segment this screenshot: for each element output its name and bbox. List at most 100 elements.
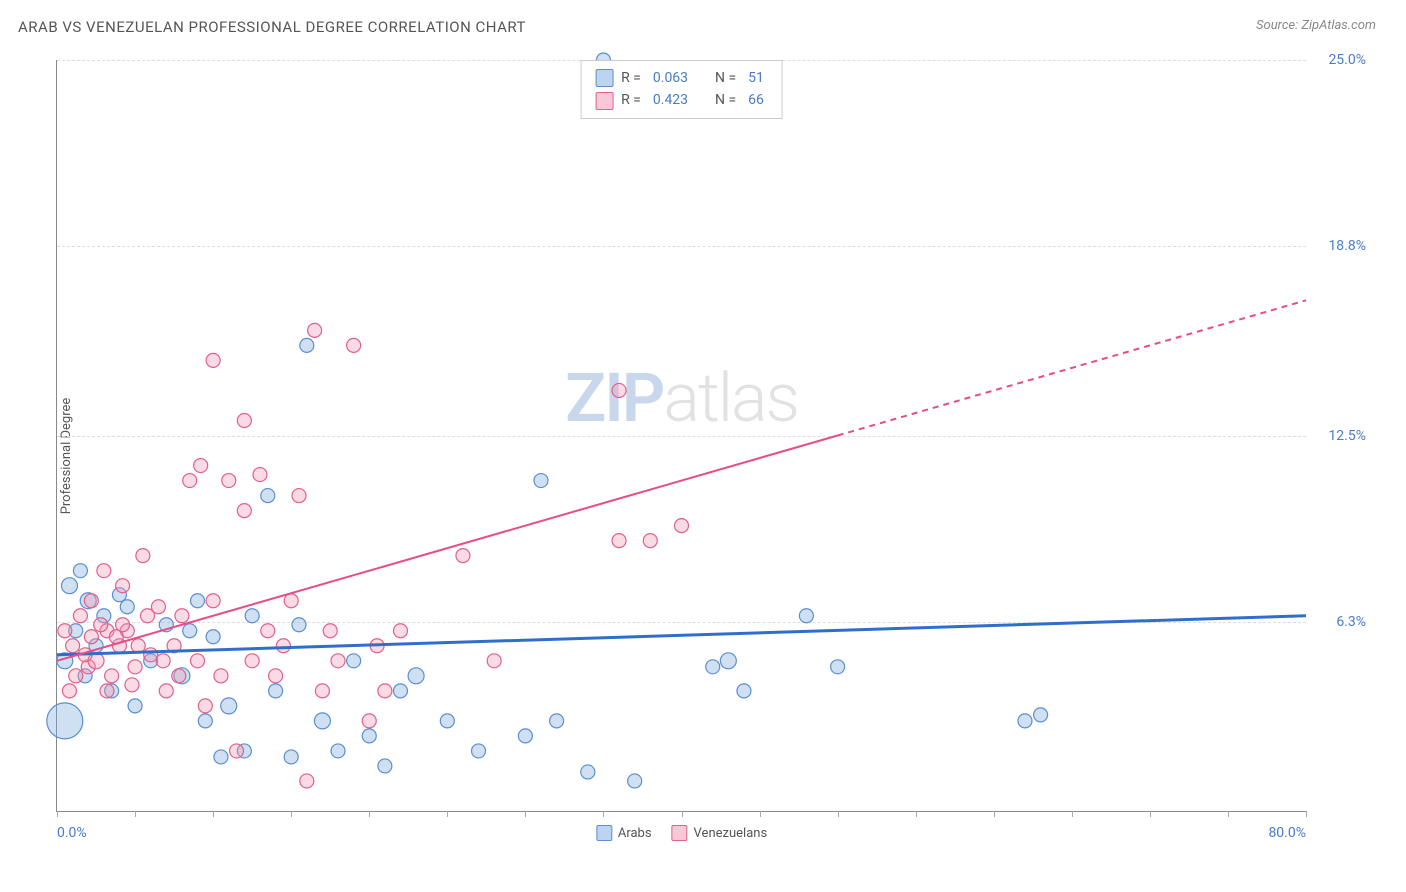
stats-legend-box: R = 0.063 N = 51 R = 0.423 N = 66 xyxy=(580,60,783,119)
scatter-point xyxy=(206,594,220,608)
scatter-point xyxy=(136,549,150,563)
scatter-point xyxy=(1034,708,1048,722)
scatter-point xyxy=(144,648,158,662)
scatter-point xyxy=(198,714,212,728)
chart-container: Professional Degree ZIPatlas R = 0.063 N… xyxy=(18,50,1376,862)
scatter-point xyxy=(97,564,111,578)
scatter-point xyxy=(94,618,108,632)
stat-r-label: R = xyxy=(621,67,641,89)
scatter-point xyxy=(315,684,329,698)
stat-r-label: R = xyxy=(621,89,641,111)
scatter-point xyxy=(156,654,170,668)
scatter-point xyxy=(125,678,139,692)
y-tick-label: 12.5% xyxy=(1328,428,1366,444)
scatter-point xyxy=(253,468,267,482)
scatter-point xyxy=(183,624,197,638)
scatter-point xyxy=(230,744,244,758)
scatter-point xyxy=(261,489,275,503)
scatter-point xyxy=(300,774,314,788)
x-tick xyxy=(369,811,370,817)
scatter-point xyxy=(534,474,548,488)
scatter-point xyxy=(612,534,626,548)
scatter-point xyxy=(393,684,407,698)
scatter-point xyxy=(550,714,564,728)
scatter-point xyxy=(314,713,330,729)
scatter-point xyxy=(61,578,77,594)
arabs-legend-swatch-icon xyxy=(596,825,612,841)
venezuelans-legend-swatch-icon xyxy=(672,825,688,841)
scatter-point xyxy=(84,630,98,644)
scatter-point xyxy=(799,609,813,623)
plot-area: ZIPatlas R = 0.063 N = 51 R = 0.423 N = … xyxy=(56,60,1306,812)
x-tick xyxy=(916,811,917,817)
scatter-point xyxy=(245,609,259,623)
scatter-point xyxy=(408,668,424,684)
legend-bottom: Arabs Venezuelans xyxy=(596,825,767,841)
x-tick xyxy=(760,811,761,817)
venezuelans-legend-label: Venezuelans xyxy=(694,826,768,841)
scatter-point xyxy=(706,660,720,674)
scatter-point xyxy=(66,639,80,653)
x-tick xyxy=(213,811,214,817)
scatter-point xyxy=(675,519,689,533)
stat-n-label: N = xyxy=(715,67,736,89)
scatter-point xyxy=(221,698,237,714)
scatter-point xyxy=(175,609,189,623)
x-tick xyxy=(682,811,683,817)
x-axis-max-label: 80.0% xyxy=(1268,825,1306,841)
y-tick-label: 18.8% xyxy=(1328,238,1366,254)
scatter-point xyxy=(331,744,345,758)
scatter-point xyxy=(194,459,208,473)
scatter-point xyxy=(440,714,454,728)
x-tick xyxy=(994,811,995,817)
arabs-swatch-icon xyxy=(595,69,613,87)
scatter-point xyxy=(269,684,283,698)
scatter-svg xyxy=(57,60,1306,811)
x-tick xyxy=(838,811,839,817)
venezuelans-r-value: 0.423 xyxy=(653,89,688,111)
arabs-n-value: 51 xyxy=(748,67,764,89)
arabs-legend-label: Arabs xyxy=(618,826,652,841)
source-attribution: Source: ZipAtlas.com xyxy=(1256,18,1376,33)
x-tick xyxy=(291,811,292,817)
scatter-point xyxy=(214,669,228,683)
scatter-point xyxy=(518,729,532,743)
scatter-point xyxy=(183,474,197,488)
scatter-point xyxy=(347,338,361,352)
scatter-point xyxy=(831,660,845,674)
scatter-point xyxy=(284,750,298,764)
x-tick xyxy=(603,811,604,817)
scatter-point xyxy=(393,624,407,638)
scatter-point xyxy=(261,624,275,638)
scatter-point xyxy=(456,549,470,563)
scatter-point xyxy=(128,699,142,713)
stats-row-venezuelans: R = 0.423 N = 66 xyxy=(595,89,768,111)
scatter-point xyxy=(237,504,251,518)
legend-item-arabs: Arabs xyxy=(596,825,652,841)
chart-title: ARAB VS VENEZUELAN PROFESSIONAL DEGREE C… xyxy=(18,18,526,36)
scatter-point xyxy=(269,669,283,683)
scatter-point xyxy=(47,703,83,739)
scatter-point xyxy=(323,624,337,638)
scatter-point xyxy=(105,669,119,683)
scatter-point xyxy=(472,744,486,758)
stat-n-label: N = xyxy=(715,89,736,111)
scatter-point xyxy=(198,699,212,713)
scatter-point xyxy=(628,774,642,788)
scatter-point xyxy=(643,534,657,548)
scatter-point xyxy=(292,618,306,632)
scatter-point xyxy=(191,594,205,608)
scatter-point xyxy=(159,684,173,698)
scatter-point xyxy=(172,669,186,683)
scatter-point xyxy=(73,564,87,578)
x-tick xyxy=(135,811,136,817)
scatter-point xyxy=(737,684,751,698)
scatter-point xyxy=(362,714,376,728)
x-tick xyxy=(447,811,448,817)
scatter-point xyxy=(1018,714,1032,728)
x-tick xyxy=(525,811,526,817)
y-tick-label: 6.3% xyxy=(1336,614,1366,630)
scatter-point xyxy=(347,654,361,668)
venezuelans-swatch-icon xyxy=(595,92,613,110)
scatter-point xyxy=(487,654,501,668)
